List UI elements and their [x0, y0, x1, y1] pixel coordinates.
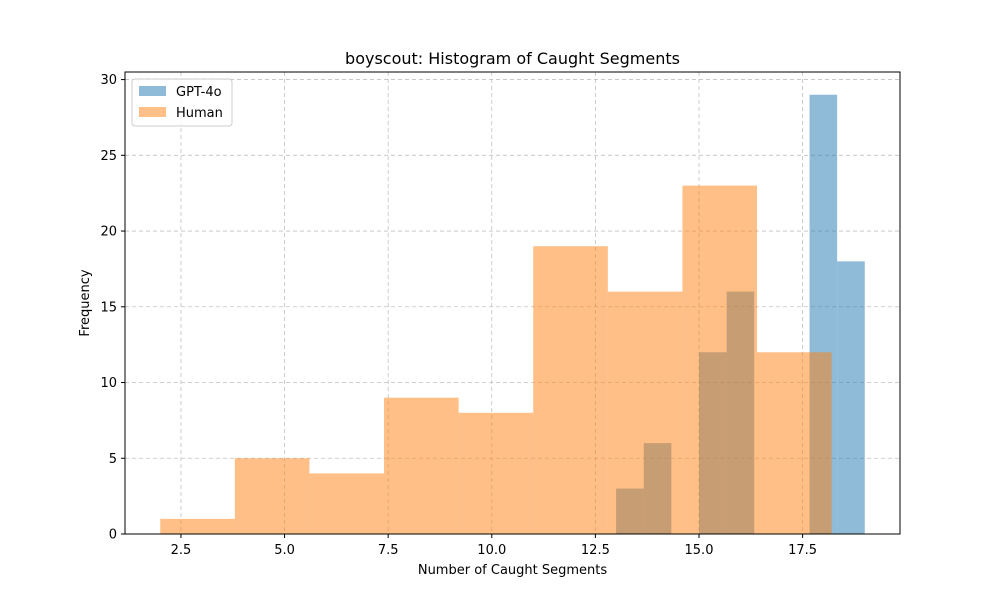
y-tick-label: 30 [100, 73, 117, 88]
bar-human-2 [309, 473, 385, 534]
x-tick-label: 15.0 [685, 543, 714, 558]
chart-title: boyscout: Histogram of Caught Segments [345, 49, 680, 68]
legend-label: Human [176, 106, 223, 121]
bar-human-1 [234, 458, 310, 534]
y-tick-label: 25 [100, 149, 117, 164]
x-tick-label: 10.0 [477, 543, 506, 558]
y-tick-label: 10 [100, 376, 117, 391]
plot-frame [124, 71, 901, 535]
legend-swatch-human [139, 107, 166, 117]
bar-human-0 [160, 518, 235, 534]
bar-human-5 [533, 246, 608, 534]
bar-human-3 [384, 397, 459, 534]
x-axis-ticks: 2.5 5.0 7.5 10.0 12.5 15.0 17.5 [171, 534, 817, 558]
legend-label: GPT-4o [176, 85, 222, 100]
x-axis-label: Number of Caught Segments [418, 563, 608, 578]
histogram-bars [160, 94, 865, 534]
y-axis-ticks: 0 5 10 15 20 25 30 [100, 73, 125, 543]
y-tick-label: 0 [109, 528, 117, 543]
bar-human-7 [682, 185, 758, 534]
bar-human-4 [458, 412, 534, 534]
x-tick-label: 7.5 [378, 543, 399, 558]
y-axis-label: Frequency [78, 269, 93, 336]
bar-human-8 [757, 352, 832, 534]
y-tick-label: 5 [109, 452, 117, 467]
x-tick-label: 17.5 [788, 543, 817, 558]
x-tick-label: 5.0 [274, 543, 295, 558]
x-tick-label: 2.5 [171, 543, 192, 558]
bar-gpt-4o-8 [837, 261, 865, 534]
x-tick-label: 12.5 [581, 543, 610, 558]
y-tick-label: 15 [100, 300, 117, 315]
y-tick-label: 20 [100, 225, 117, 240]
bar-human-6 [607, 291, 683, 534]
legend-swatch-gpt-4o [139, 86, 166, 96]
legend: GPT-4o Human [131, 78, 233, 127]
